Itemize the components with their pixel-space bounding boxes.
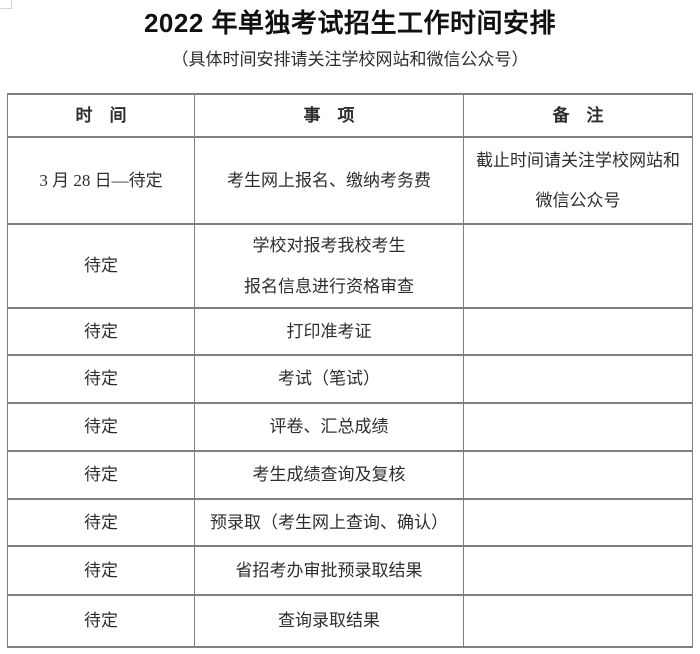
cell-note [463, 307, 693, 356]
table-row: 待定 预录取（考生网上查询、确认） [7, 498, 693, 547]
schedule-table: 时 间 事 项 备 注 3 月 28 日—待定 考生网上报名、缴纳考务费 截止时… [7, 93, 693, 648]
cell-time: 3 月 28 日—待定 [7, 136, 195, 225]
cell-note [463, 223, 693, 309]
cell-time: 待定 [7, 307, 195, 356]
cell-time: 待定 [7, 223, 195, 309]
cell-note [463, 402, 693, 452]
cell-item: 考生成绩查询及复核 [194, 450, 464, 500]
cropped-cell-corner-artifact [0, 0, 12, 9]
cell-item: 打印准考证 [194, 307, 464, 356]
cell-time: 待定 [7, 402, 195, 452]
cell-item: 预录取（考生网上查询、确认） [194, 498, 464, 547]
note-line: 截止时间请关注学校网站和 [476, 150, 680, 170]
cell-item: 考生网上报名、缴纳考务费 [194, 136, 464, 225]
table-row: 待定 学校对报考我校考生 报名信息进行资格审查 [7, 223, 693, 309]
item-line: 学校对报考我校考生 [252, 236, 406, 255]
table-header-row: 时 间 事 项 备 注 [7, 93, 693, 138]
cell-item: 考试（笔试） [194, 354, 464, 404]
header-item: 事 项 [194, 93, 464, 138]
cell-note [463, 594, 693, 648]
cell-item: 学校对报考我校考生 报名信息进行资格审查 [194, 223, 464, 309]
header-time: 时 间 [7, 93, 195, 138]
cell-time: 待定 [7, 594, 195, 648]
cell-time: 待定 [7, 354, 195, 404]
cell-item: 查询录取结果 [194, 594, 464, 648]
item-line: 报名信息进行资格审查 [244, 277, 414, 296]
table-row: 待定 考生成绩查询及复核 [7, 450, 693, 500]
cell-time: 待定 [7, 498, 195, 547]
cell-time: 待定 [7, 450, 195, 500]
page-subtitle: （具体时间安排请关注学校网站和微信公众号） [171, 50, 529, 69]
cell-item: 省招考办审批预录取结果 [194, 545, 464, 596]
table-row: 待定 考试（笔试） [7, 354, 693, 404]
table-row: 待定 查询录取结果 [7, 594, 693, 648]
table-row: 待定 省招考办审批预录取结果 [7, 545, 693, 596]
cell-note [463, 450, 693, 500]
note-line: 微信公众号 [535, 190, 621, 210]
header-note: 备 注 [463, 93, 693, 138]
table-row: 待定 评卷、汇总成绩 [7, 402, 693, 452]
page-title: 2022 年单独考试招生工作时间安排 [143, 8, 557, 38]
table-row: 待定 打印准考证 [7, 307, 693, 356]
cell-note: 截止时间请关注学校网站和 微信公众号 [463, 136, 693, 225]
table-row: 3 月 28 日—待定 考生网上报名、缴纳考务费 截止时间请关注学校网站和 微信… [7, 136, 693, 225]
cell-note [463, 354, 693, 404]
cell-time: 待定 [7, 545, 195, 596]
cell-note [463, 498, 693, 547]
cell-item: 评卷、汇总成绩 [194, 402, 464, 452]
cell-note [463, 545, 693, 596]
